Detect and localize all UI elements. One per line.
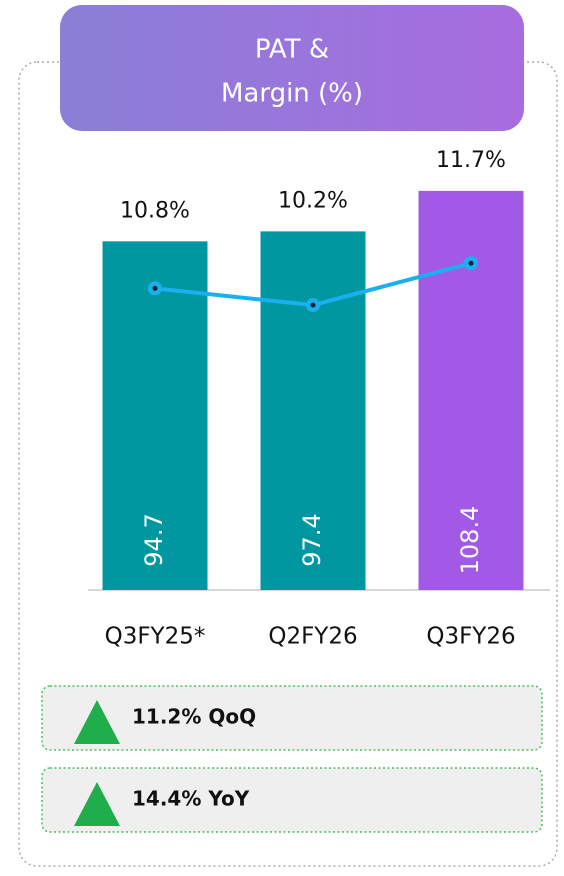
bar-value-label: 97.4 <box>298 513 326 566</box>
bar <box>102 241 208 590</box>
margin-marker-dot <box>310 302 316 308</box>
annotation-text: 14.4% YoY <box>132 787 250 811</box>
margin-marker-dot <box>468 260 474 266</box>
margin-label: 11.7% <box>436 148 506 173</box>
chart-title: PAT & <box>255 35 329 65</box>
up-triangle <box>74 700 120 744</box>
x-tick-label: Q3FY25* <box>105 624 206 650</box>
margin-label: 10.2% <box>278 188 348 213</box>
annotation-text: 11.2% QoQ <box>132 705 256 729</box>
bar <box>260 231 366 590</box>
x-tick-label: Q3FY26 <box>426 624 515 650</box>
margin-marker-dot <box>152 285 158 291</box>
bar-value-label: 108.4 <box>456 506 484 575</box>
x-tick-label: Q2FY26 <box>268 624 357 650</box>
up-triangle <box>74 782 120 826</box>
margin-label: 10.8% <box>120 198 190 223</box>
annotation-box <box>41 767 543 833</box>
chart-title: Margin (%) <box>221 79 363 109</box>
annotation-box <box>41 685 543 751</box>
bar-value-label: 94.7 <box>140 513 168 566</box>
header-box <box>60 5 524 131</box>
